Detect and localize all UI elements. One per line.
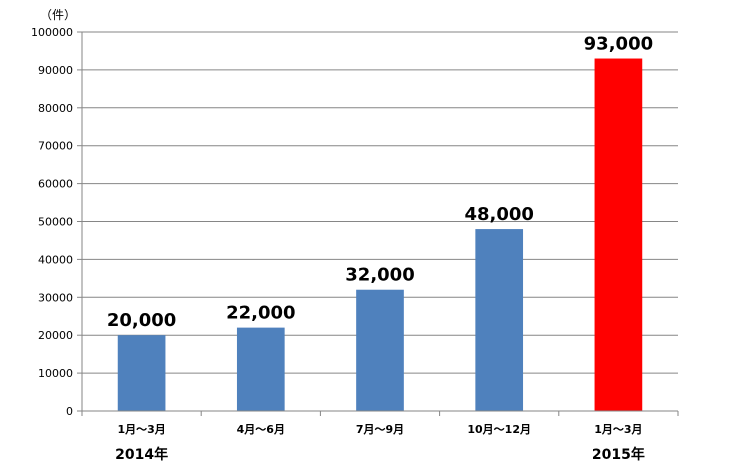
x-tick-label: 7月～9月: [356, 423, 404, 436]
y-tick-label: 0: [66, 405, 73, 418]
data-label: 22,000: [226, 303, 295, 324]
year-group-label: 2014年: [115, 446, 168, 463]
bar: [236, 327, 285, 411]
data-label: 32,000: [345, 265, 414, 286]
bar: [594, 58, 643, 411]
y-tick-label: 60000: [38, 178, 73, 191]
x-tick-label: 1月～3月: [594, 423, 642, 436]
y-tick-label: 70000: [38, 140, 73, 153]
y-tick-label: 30000: [38, 291, 73, 304]
y-tick-label: 20000: [38, 329, 73, 342]
x-tick-label: 4月～6月: [237, 423, 285, 436]
x-axis: 1月～3月 4月～6月 7月～9月 10月～12月 1月～3月 2014年 2015年: [81, 410, 679, 463]
y-tick-label: 100000: [31, 26, 73, 39]
y-tick-label: 50000: [38, 216, 73, 229]
bar: [475, 229, 524, 411]
y-tick-label: 40000: [38, 253, 73, 266]
x-tick-label: 10月～12月: [467, 423, 531, 436]
bar: [117, 335, 166, 411]
bars: 20,000 22,000 32,000 48,000 93,000: [107, 34, 653, 411]
y-tick-label: 90000: [38, 64, 73, 77]
data-label: 48,000: [464, 204, 533, 225]
y-axis: 0 10000 20000 30000 40000 50000 60000 70000 8000…: [31, 26, 83, 418]
y-unit-label: （件）: [40, 8, 76, 22]
bar: [356, 289, 404, 411]
data-label: 93,000: [584, 34, 653, 55]
year-group-label: 2015年: [592, 446, 645, 463]
y-tick-label: 10000: [38, 367, 73, 380]
y-tick-label: 80000: [38, 102, 73, 115]
x-tick-label: 1月～3月: [117, 423, 165, 436]
gridlines: [82, 31, 678, 374]
data-label: 20,000: [107, 310, 176, 331]
